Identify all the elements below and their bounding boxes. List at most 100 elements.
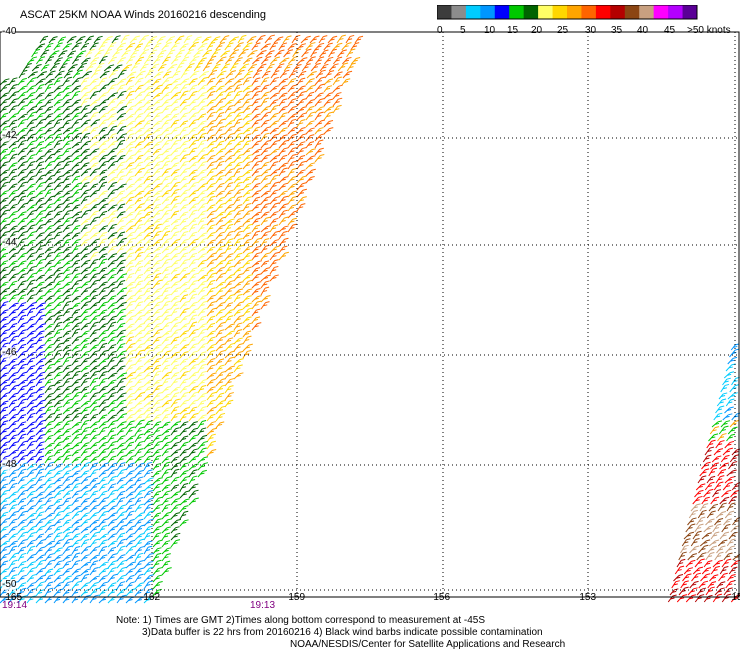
- wind-barb: [62, 98, 72, 107]
- wind-barb: [170, 126, 180, 135]
- wind-barb: [215, 77, 225, 86]
- wind-barb: [711, 420, 723, 428]
- wind-barb: [125, 281, 136, 289]
- wind-barb: [62, 209, 72, 219]
- wind-barb: [242, 343, 253, 352]
- wind-barb: [143, 525, 153, 534]
- wind-barb: [161, 98, 172, 107]
- wind-barb: [17, 189, 28, 198]
- wind-barb: [170, 497, 180, 506]
- latitude-label: -44: [2, 237, 17, 248]
- wind-barb: [143, 280, 154, 289]
- wind-barb: [260, 238, 270, 247]
- wind-barb: [89, 258, 99, 268]
- wind-barb: [125, 574, 135, 583]
- wind-barb: [26, 490, 36, 499]
- wind-barb: [98, 392, 109, 401]
- wind-barb: [233, 273, 244, 282]
- wind-barb: [107, 462, 118, 471]
- wind-barb: [0, 503, 9, 513]
- wind-barb: [224, 330, 235, 338]
- wind-barb: [251, 245, 261, 254]
- wind-barb: [242, 288, 253, 296]
- wind-barb: [206, 406, 217, 415]
- wind-barb: [287, 126, 298, 135]
- wind-barb: [188, 363, 199, 373]
- wind-barb: [35, 253, 45, 261]
- wind-barb: [224, 223, 234, 233]
- wind-barb: [215, 175, 225, 184]
- wind-barb: [197, 139, 207, 149]
- colorbar-swatch: [465, 5, 481, 19]
- wind-barb: [705, 586, 715, 596]
- wind-barb: [310, 48, 320, 58]
- wind-barb: [702, 454, 712, 463]
- wind-barb: [292, 48, 302, 58]
- wind-barb: [161, 476, 172, 485]
- wind-barb: [53, 518, 64, 527]
- wind-barb: [116, 216, 127, 226]
- wind-barb: [80, 442, 90, 450]
- wind-barb: [188, 84, 198, 93]
- wind-barb: [35, 155, 46, 163]
- wind-barb: [71, 525, 82, 534]
- wind-barb: [179, 462, 189, 471]
- wind-barb: [170, 154, 181, 163]
- wind-barb: [26, 351, 37, 359]
- wind-barb: [107, 307, 118, 317]
- wind-barb: [116, 190, 126, 198]
- wind-barb: [161, 518, 172, 527]
- wind-barb: [89, 99, 100, 107]
- wind-barb: [306, 56, 316, 65]
- wind-barb: [0, 260, 9, 268]
- wind-barb: [305, 162, 316, 170]
- wind-barb: [53, 532, 63, 541]
- wind-barb: [152, 183, 163, 191]
- wind-barb: [152, 141, 162, 149]
- wind-barb: [238, 63, 250, 72]
- wind-barb: [80, 175, 91, 184]
- wind-barb: [296, 182, 307, 191]
- wind-barb: [206, 210, 217, 219]
- wind-barb: [116, 84, 126, 93]
- wind-barb: [721, 523, 731, 533]
- wind-barb: [152, 308, 163, 317]
- wind-barb: [152, 477, 163, 485]
- wind-barb: [17, 371, 28, 380]
- wind-barb: [161, 225, 171, 233]
- wind-barb: [161, 336, 172, 345]
- wind-barb: [215, 133, 226, 142]
- wind-barb: [80, 554, 90, 562]
- wind-barb: [89, 321, 99, 331]
- wind-barb: [26, 84, 37, 93]
- wind-barb: [116, 559, 127, 569]
- wind-barb: [134, 322, 146, 331]
- wind-barb: [188, 161, 200, 170]
- wind-barb: [62, 575, 72, 583]
- wind-barb: [35, 43, 46, 51]
- wind-barb: [206, 204, 216, 212]
- wind-barb: [170, 421, 181, 429]
- wind-barb: [215, 112, 225, 121]
- wind-barb: [305, 155, 316, 163]
- wind-barb: [224, 238, 234, 247]
- wind-barb: [724, 406, 734, 414]
- wind-barb: [143, 400, 155, 408]
- wind-barb: [53, 76, 63, 86]
- wind-barb: [53, 469, 63, 478]
- wind-barb: [107, 315, 118, 324]
- wind-barb: [305, 148, 316, 156]
- wind-barb: [62, 589, 72, 597]
- wind-barb: [269, 265, 279, 275]
- wind-barb: [8, 552, 19, 562]
- wind-barb: [188, 314, 198, 324]
- wind-barb: [107, 188, 118, 198]
- wind-barb: [148, 63, 160, 72]
- wind-barb: [206, 77, 216, 86]
- wind-barb: [26, 427, 36, 436]
- wind-barb: [279, 69, 290, 79]
- wind-barb: [170, 139, 180, 149]
- wind-barb: [202, 49, 213, 58]
- wind-barb: [116, 545, 126, 555]
- wind-barb: [269, 92, 280, 100]
